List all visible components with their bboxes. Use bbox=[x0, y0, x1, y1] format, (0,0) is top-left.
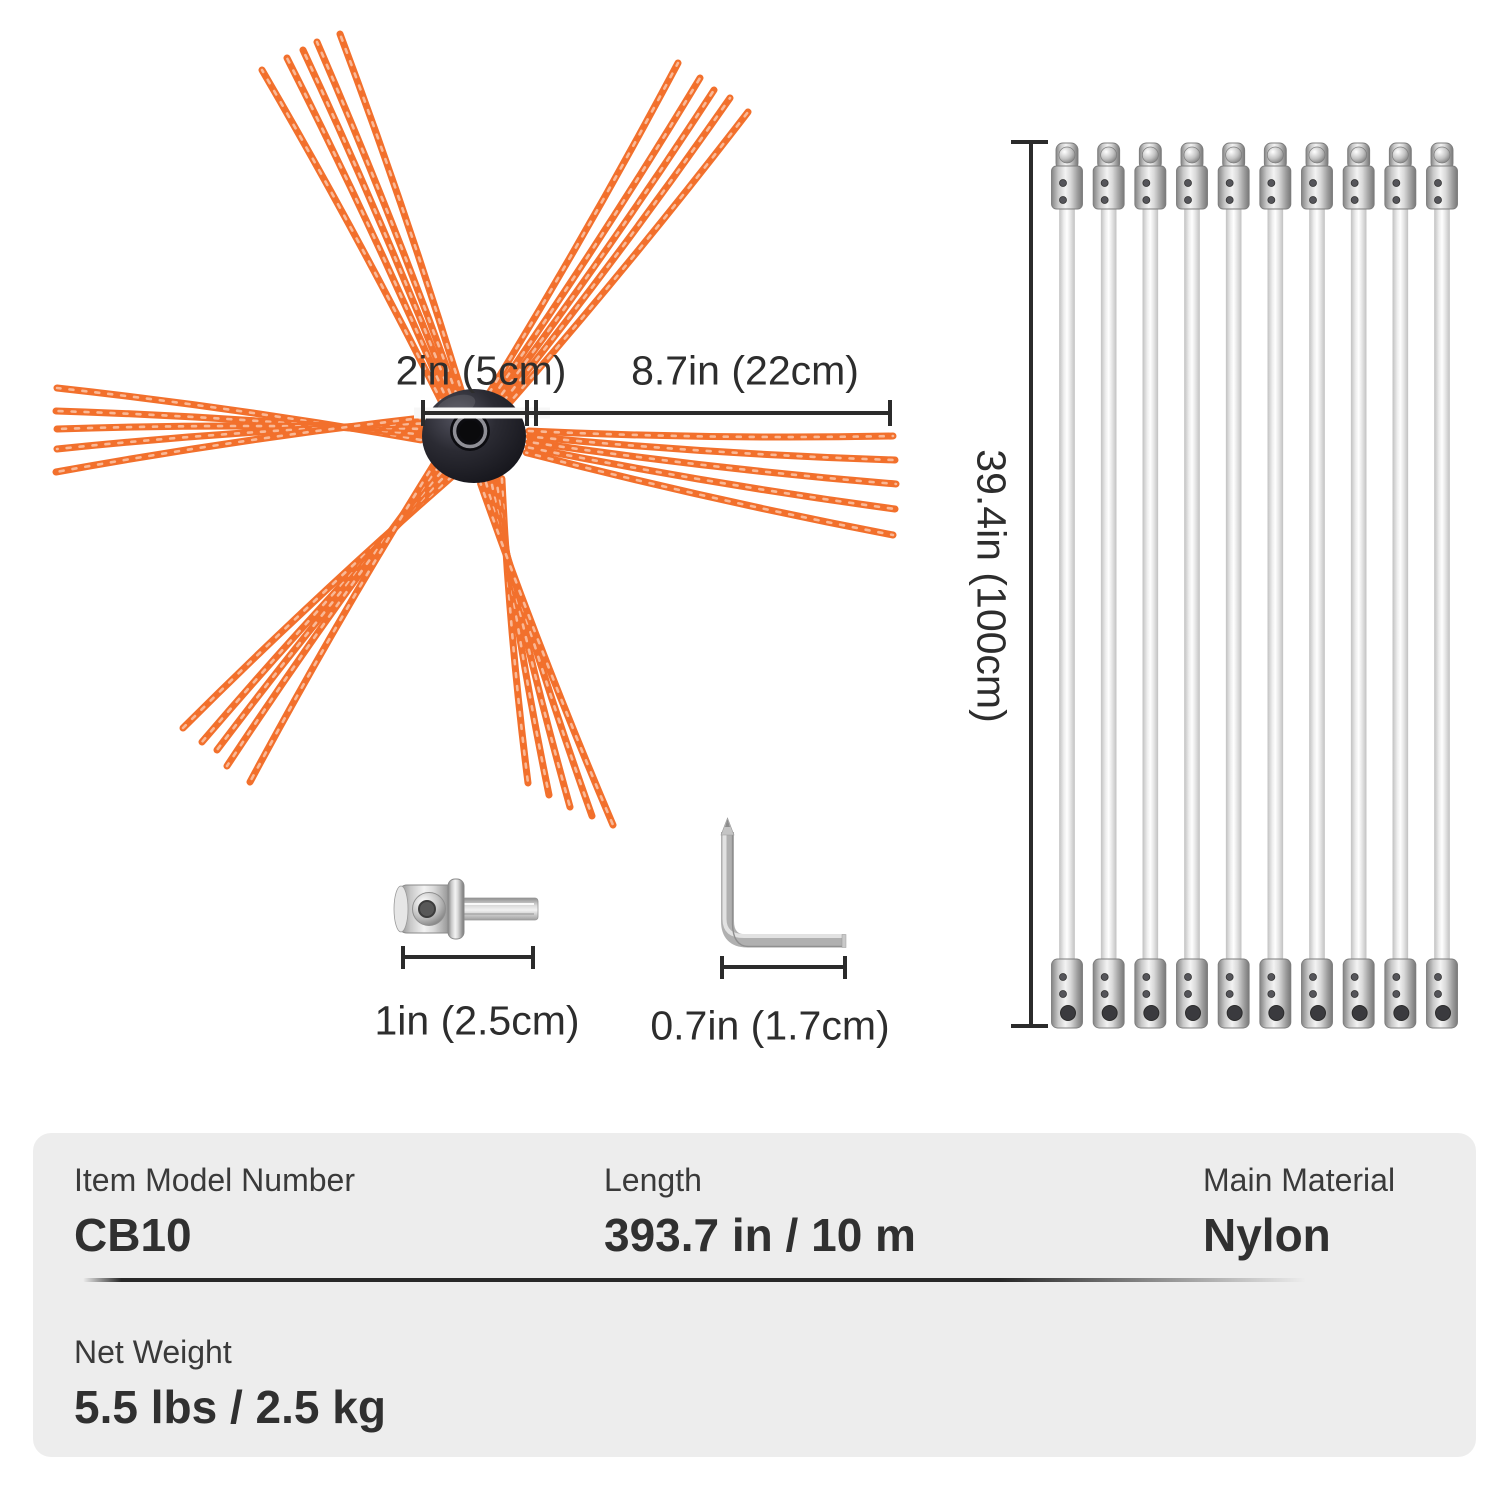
spec-label: Main Material bbox=[1203, 1162, 1396, 1198]
spec-value: 5.5 lbs / 2.5 kg bbox=[74, 1381, 386, 1434]
brush-hub-dimension-label: 2in (5cm) bbox=[395, 347, 567, 394]
spec-label: Net Weight bbox=[74, 1334, 232, 1370]
extension-rod bbox=[1134, 142, 1167, 1029]
extension-rod bbox=[1342, 142, 1375, 1029]
extension-rod bbox=[1259, 142, 1292, 1029]
extension-rod bbox=[1051, 142, 1083, 1029]
spec-item-model-number: Item Model Number CB10 bbox=[74, 1161, 355, 1262]
hex-key-dimension-label: 0.7in (1.7cm) bbox=[650, 1002, 890, 1049]
rod-length-dimension-label: 39.4in (100cm) bbox=[968, 449, 1015, 723]
spec-value: 393.7 in / 10 m bbox=[604, 1209, 916, 1262]
bristle-length-dimension-label: 8.7in (22cm) bbox=[631, 347, 859, 394]
spec-net-weight: Net Weight 5.5 lbs / 2.5 kg bbox=[74, 1333, 386, 1434]
extension-rod bbox=[1301, 142, 1333, 1029]
chimney-brush-head bbox=[52, 30, 900, 829]
spec-value: CB10 bbox=[74, 1209, 192, 1262]
hex-key bbox=[720, 817, 847, 948]
spec-length: Length 393.7 in / 10 m bbox=[604, 1161, 916, 1262]
spec-value: Nylon bbox=[1203, 1209, 1331, 1262]
brush-hub bbox=[422, 389, 526, 483]
extension-rod bbox=[1426, 142, 1458, 1029]
extension-rod bbox=[1176, 142, 1208, 1029]
extension-rod bbox=[1384, 142, 1417, 1029]
adapter-dimension-label: 1in (2.5cm) bbox=[374, 997, 580, 1044]
table-divider bbox=[83, 1278, 1357, 1282]
extension-rod bbox=[1217, 142, 1250, 1029]
spec-label: Length bbox=[604, 1162, 702, 1198]
drill-adapter bbox=[393, 878, 539, 940]
spec-table: Item Model Number CB10 Length 393.7 in /… bbox=[33, 1133, 1476, 1457]
extension-rod bbox=[1092, 142, 1125, 1029]
spec-label: Item Model Number bbox=[74, 1162, 355, 1198]
spec-main-material: Main Material Nylon bbox=[1203, 1161, 1395, 1262]
extension-rods bbox=[1051, 142, 1458, 1029]
dimension-lines bbox=[401, 140, 1048, 1028]
